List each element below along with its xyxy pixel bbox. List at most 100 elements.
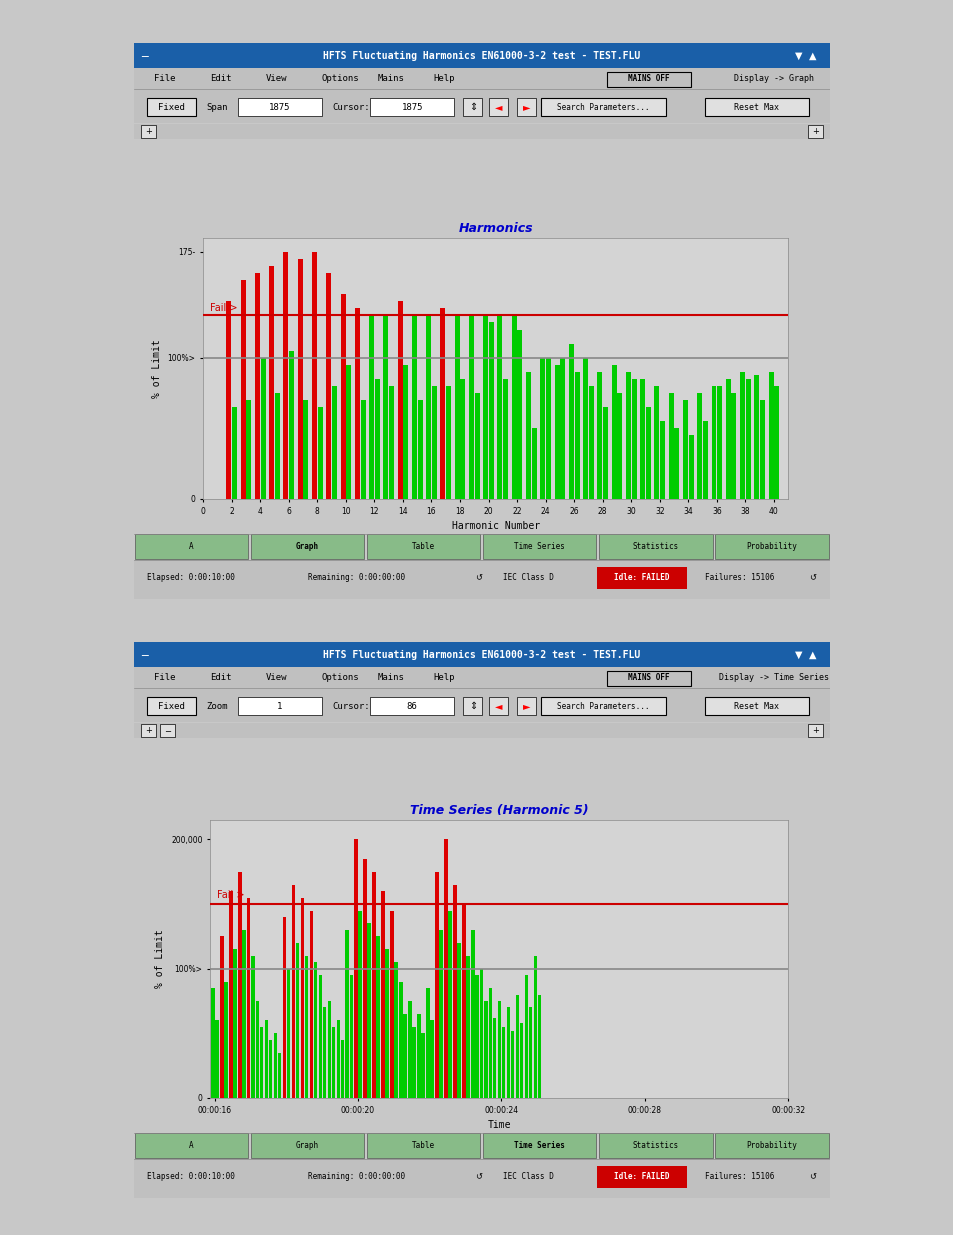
X-axis label: Time: Time [487, 1120, 511, 1130]
Text: Failures: 15106: Failures: 15106 [704, 573, 773, 583]
Text: Help: Help [433, 74, 454, 83]
Bar [497, 1002, 501, 1098]
Bar [740, 372, 744, 499]
Bar [140, 126, 155, 137]
Text: Search Parameters...: Search Parameters... [557, 701, 649, 710]
Bar [674, 429, 679, 499]
Text: Fail >: Fail > [216, 890, 244, 900]
Bar [403, 1014, 406, 1098]
Bar [421, 1034, 424, 1098]
Text: 1875: 1875 [401, 103, 422, 111]
Title: Harmonics: Harmonics [457, 222, 533, 235]
Bar [704, 698, 808, 715]
Bar [340, 294, 345, 499]
Bar [469, 315, 474, 499]
Bar [516, 698, 536, 715]
Text: Search Parameters...: Search Parameters... [557, 103, 649, 111]
Bar [704, 99, 808, 116]
Text: Edit: Edit [210, 74, 232, 83]
Text: +: + [811, 127, 818, 136]
Bar [488, 988, 492, 1098]
Bar [412, 315, 416, 499]
Text: Options: Options [321, 74, 359, 83]
Bar [390, 910, 394, 1098]
Bar [426, 988, 429, 1098]
Bar [597, 372, 601, 499]
Text: HFTS Fluctuating Harmonics EN61000-3-2 test - TEST.FLU: HFTS Fluctuating Harmonics EN61000-3-2 t… [323, 650, 639, 659]
Text: ↺: ↺ [475, 1172, 481, 1182]
Bar [370, 99, 454, 116]
Bar [355, 309, 359, 499]
Bar [479, 968, 483, 1098]
Bar [246, 400, 251, 499]
Bar [639, 379, 644, 499]
Bar [554, 364, 559, 499]
Bar [160, 725, 175, 736]
Text: 86: 86 [406, 701, 417, 710]
Bar [277, 1052, 281, 1098]
Bar [133, 68, 829, 89]
Bar [220, 936, 223, 1098]
Bar [435, 872, 438, 1098]
Text: ⇕: ⇕ [468, 701, 476, 711]
Text: +: + [811, 726, 818, 735]
X-axis label: Harmonic Number: Harmonic Number [451, 521, 539, 531]
Bar [363, 858, 367, 1098]
Bar [367, 924, 371, 1098]
Bar [510, 1031, 514, 1098]
Bar [214, 1020, 218, 1098]
Bar [260, 358, 265, 499]
Bar [483, 1002, 487, 1098]
Bar [140, 725, 155, 736]
Bar [717, 387, 721, 499]
Bar [274, 393, 279, 499]
Bar [606, 72, 690, 88]
Bar [440, 309, 445, 499]
Bar [283, 252, 288, 499]
Bar [327, 1002, 331, 1098]
Bar [326, 273, 331, 499]
FancyBboxPatch shape [133, 43, 829, 68]
Bar [596, 1166, 686, 1188]
Bar [488, 99, 508, 116]
Bar [711, 387, 716, 499]
Text: Time Series: Time Series [514, 542, 564, 551]
Bar [259, 1026, 263, 1098]
Text: 1875: 1875 [269, 103, 291, 111]
Text: Span: Span [207, 103, 228, 111]
Text: Cursor:: Cursor: [332, 701, 369, 710]
Text: Reset Max: Reset Max [734, 103, 779, 111]
Text: MAINS OFF: MAINS OFF [627, 74, 669, 83]
Text: Remaining: 0:00:00:00: Remaining: 0:00:00:00 [307, 1172, 404, 1182]
Bar [483, 315, 488, 499]
Text: ◄: ◄ [495, 103, 501, 112]
Bar [358, 910, 362, 1098]
Bar [314, 962, 317, 1098]
Text: ↺: ↺ [475, 573, 481, 583]
Text: IEC Class D: IEC Class D [502, 1172, 553, 1182]
Bar [251, 534, 364, 559]
Text: Cursor:: Cursor: [332, 103, 369, 111]
Bar [426, 315, 431, 499]
Text: ◄: ◄ [495, 701, 501, 711]
Bar [237, 872, 241, 1098]
Bar [375, 379, 379, 499]
Bar [322, 1008, 326, 1098]
Bar [455, 315, 459, 499]
Bar [617, 393, 621, 499]
Text: ─: ─ [140, 650, 147, 659]
Bar [247, 898, 251, 1098]
Bar [482, 534, 596, 559]
Bar [372, 872, 375, 1098]
Bar [367, 1132, 480, 1158]
Text: Fixed: Fixed [158, 103, 185, 111]
Bar [133, 1158, 829, 1198]
Text: ↺: ↺ [808, 573, 815, 583]
Bar [240, 280, 245, 499]
Text: Help: Help [433, 673, 454, 682]
Bar [349, 976, 353, 1098]
Bar [462, 698, 482, 715]
Bar [488, 322, 494, 499]
Bar [688, 436, 693, 499]
Bar [237, 99, 321, 116]
